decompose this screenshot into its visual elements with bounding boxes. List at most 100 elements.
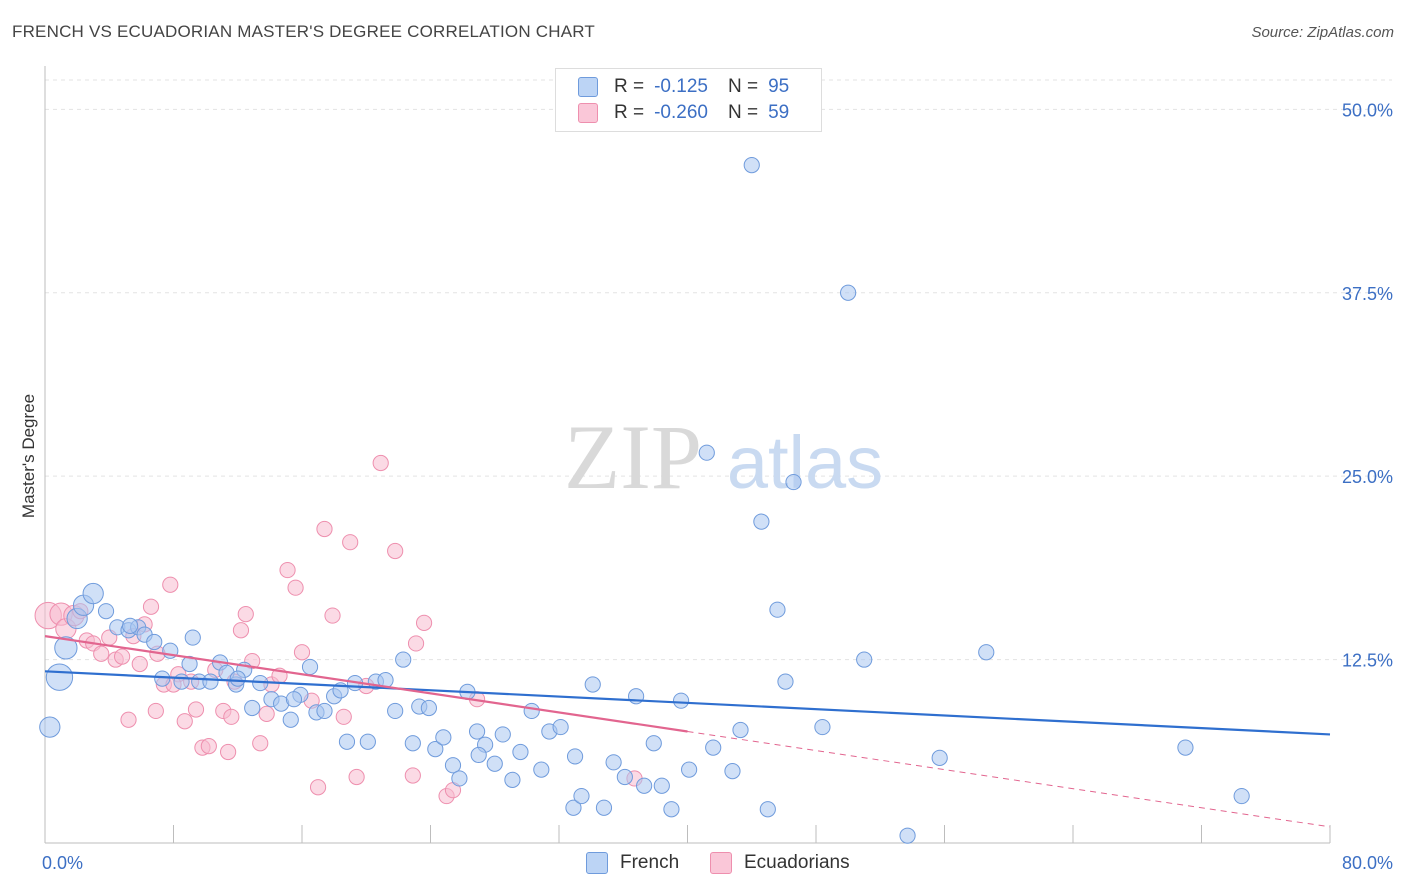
french-point	[672, 692, 690, 709]
ecuadorians-trend-extension	[687, 730, 1331, 828]
french-point	[470, 746, 487, 764]
legend-r-value: -0.260	[654, 102, 708, 123]
french-point	[202, 673, 219, 690]
x-tick-label-min: 0.0%	[42, 853, 83, 873]
french-point	[45, 663, 74, 691]
french-point	[468, 723, 486, 740]
ecuadorians-point	[342, 534, 359, 551]
french-point	[420, 699, 437, 717]
french-point	[338, 733, 356, 750]
ecuadorians-point	[316, 520, 333, 538]
french-point	[978, 644, 995, 661]
french-point	[856, 651, 873, 668]
ecuadorians-point	[237, 606, 254, 623]
french-point	[732, 721, 749, 739]
ecuadorians-point	[176, 713, 193, 730]
ecuadorians-point	[147, 702, 164, 720]
series-name-french: French	[620, 852, 680, 873]
french-point	[663, 801, 680, 818]
french-point	[54, 636, 78, 660]
ecuadorians-point	[120, 711, 137, 728]
french-point	[486, 755, 503, 772]
french-point	[705, 739, 722, 756]
ecuadorians-point	[114, 648, 131, 665]
ecuadorians-point	[162, 576, 179, 593]
french-point	[244, 699, 261, 717]
french-point	[777, 673, 794, 690]
ecuadorians-point	[335, 708, 352, 725]
ecuadorians-point	[131, 655, 148, 673]
legend-n-value: 95	[768, 76, 790, 97]
french-point	[387, 702, 404, 720]
series-name-ecuadorians: Ecuadorians	[744, 852, 850, 873]
legend-r-label: R =	[614, 102, 645, 123]
watermark-atlas: atlas	[727, 421, 883, 504]
french-point	[814, 718, 831, 736]
ecuadorians-point	[407, 635, 425, 652]
ecuadorians-point	[387, 542, 404, 560]
french-point	[681, 761, 698, 778]
y-tick-label-2: 37.5%	[1342, 284, 1393, 304]
french-point	[743, 157, 760, 174]
french-point	[573, 787, 590, 805]
ecuadorians-point	[232, 622, 250, 639]
french-point	[97, 603, 115, 620]
chart-source: Source: ZipAtlas.com	[1251, 24, 1394, 41]
ecuadorians-point	[142, 598, 160, 615]
legend-r-value: -0.125	[654, 76, 708, 97]
french-point	[301, 658, 319, 676]
legend-n-label: N =	[727, 76, 759, 97]
french-point	[444, 757, 462, 774]
french-point	[181, 655, 198, 673]
ecuadorians-point	[404, 767, 421, 784]
ecuadorians-point	[279, 561, 296, 579]
french-point	[840, 284, 857, 301]
french-point	[616, 768, 633, 786]
french-point	[1233, 787, 1250, 805]
trend-lines	[44, 635, 1331, 828]
french-point	[785, 473, 802, 491]
french-point	[427, 740, 444, 758]
french-point	[173, 673, 190, 690]
french-point	[533, 761, 550, 778]
grid-lines	[45, 79, 1392, 661]
ecuadorians-point	[93, 645, 110, 662]
correlation-legend: R = -0.125 N = 95 R = -0.260 N = 59	[555, 68, 822, 132]
french-point	[899, 827, 916, 844]
chart-title: FRENCH VS ECUADORIAN MASTER'S DEGREE COR…	[12, 22, 595, 41]
y-tick-label-1: 25.0%	[1342, 467, 1393, 487]
french-point	[565, 799, 582, 816]
french-point	[82, 582, 104, 605]
legend-row-ecuadorians: R = -0.260 N = 59	[578, 101, 789, 125]
ecuadorians-point	[223, 708, 240, 725]
ecuadorians-point	[348, 768, 365, 786]
ecuadorians-point	[372, 454, 389, 472]
legend-row-french: R = -0.125 N = 95	[578, 75, 789, 99]
french-point	[154, 670, 171, 687]
series-swatch-ecuadorians	[710, 852, 732, 874]
watermark: ZIP atlas	[564, 406, 883, 508]
legend-n-value: 59	[768, 102, 790, 123]
legend-n-label: N =	[727, 102, 759, 123]
french-point	[395, 651, 412, 668]
legend-swatch-ecuadorians	[578, 103, 598, 123]
french-trend-line	[44, 670, 1331, 736]
french-point	[494, 726, 511, 743]
y-tick-label-0: 12.5%	[1342, 651, 1393, 671]
tick-labels: 12.5% 25.0% 37.5% 50.0% 0.0% 80.0%	[42, 100, 1393, 873]
french-point	[698, 444, 715, 461]
legend-swatch-french	[578, 77, 598, 97]
french-point	[146, 633, 163, 651]
french-point	[282, 711, 299, 728]
french-point	[451, 770, 468, 787]
french-point	[595, 799, 613, 816]
ecuadorians-point	[293, 644, 311, 661]
french-points	[39, 157, 1250, 844]
french-point	[636, 777, 653, 794]
french-point	[39, 716, 61, 738]
french-point	[605, 754, 622, 771]
french-point	[1177, 739, 1194, 756]
watermark-zip: ZIP	[564, 406, 702, 508]
ecuadorians-point	[187, 701, 205, 718]
